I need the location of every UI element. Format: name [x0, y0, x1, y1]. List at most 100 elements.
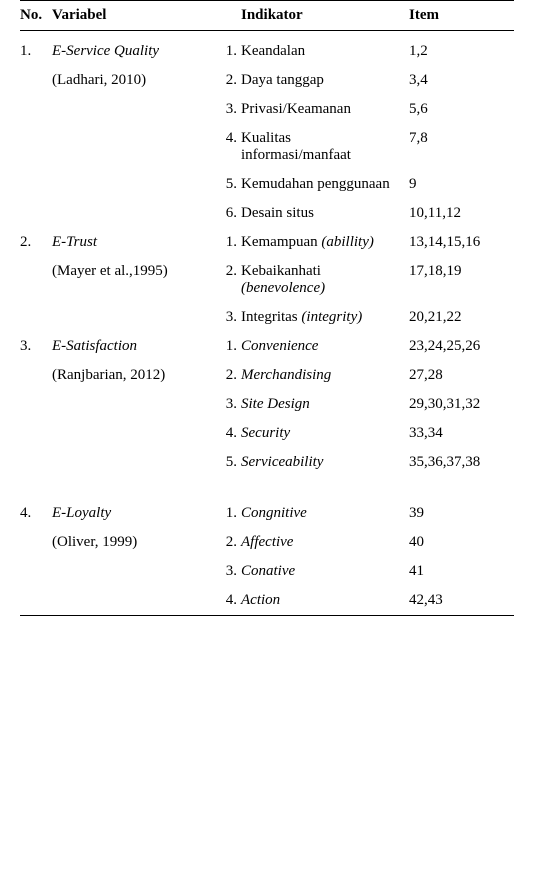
table-header-row: No. Variabel Indikator Item [20, 1, 514, 31]
indicator-text: Security [241, 419, 409, 448]
indicator-num: 5. [215, 448, 241, 477]
cell-item: 13,14,15,16 [409, 228, 514, 257]
indicator-text: Keandalan [241, 31, 409, 67]
variable-source: (Ladhari, 2010) [52, 66, 215, 95]
cell-item: 40 [409, 528, 514, 557]
cell-item: 23,24,25,26 [409, 332, 514, 361]
indicator-num: 1. [215, 332, 241, 361]
indicator-it: (benevolence) [241, 280, 325, 296]
cell-no: 4. [20, 499, 52, 528]
indicator-num: 2. [215, 361, 241, 390]
variable-source: (Oliver, 1999) [52, 528, 215, 557]
cell-item: 27,28 [409, 361, 514, 390]
indicator-pre: Integritas [241, 309, 301, 325]
cell-no: 1. [20, 31, 52, 67]
table-row: (Mayer et al.,1995) 2. Kebaikanhati (ben… [20, 257, 514, 303]
table-row: 1. E-Service Quality 1. Keandalan 1,2 [20, 31, 514, 67]
indicator-num: 2. [215, 66, 241, 95]
indicator-text: Kemampuan (abillity) [241, 228, 409, 257]
indicator-num: 3. [215, 95, 241, 124]
table-row: 5. Serviceability 35,36,37,38 [20, 448, 514, 477]
indicator-pre: Kemampuan [241, 234, 321, 250]
header-indikator: Indikator [241, 1, 409, 31]
indicator-text: Convenience [241, 332, 409, 361]
indicator-num: 6. [215, 199, 241, 228]
table-row: 2. E-Trust 1. Kemampuan (abillity) 13,14… [20, 228, 514, 257]
indicator-num: 3. [215, 557, 241, 586]
indicator-num: 1. [215, 499, 241, 528]
cell-item: 1,2 [409, 31, 514, 67]
table-row: 4. Kualitas informasi/manfaat 7,8 [20, 124, 514, 170]
variable-name: E-Service Quality [52, 43, 159, 59]
indicator-it: (abillity) [321, 234, 374, 250]
header-spacer [215, 1, 241, 31]
indicator-num: 3. [215, 390, 241, 419]
indicator-text: Action [241, 586, 409, 616]
cell-no: 3. [20, 332, 52, 361]
indicator-num: 2. [215, 528, 241, 557]
cell-item: 10,11,12 [409, 199, 514, 228]
cell-variable: E-Satisfaction [52, 332, 215, 361]
cell-item: 20,21,22 [409, 303, 514, 332]
table-row: 3. Privasi/Keamanan 5,6 [20, 95, 514, 124]
table-row: 4. E-Loyalty 1. Congnitive 39 [20, 499, 514, 528]
variable-source: (Mayer et al.,1995) [52, 257, 215, 303]
indicator-num: 4. [215, 124, 241, 170]
header-no: No. [20, 1, 52, 31]
indicator-num: 1. [215, 31, 241, 67]
cell-item: 33,34 [409, 419, 514, 448]
cell-item: 41 [409, 557, 514, 586]
cell-variable: E-Loyalty [52, 499, 215, 528]
variable-source: (Ranjbarian, 2012) [52, 361, 215, 390]
indicator-text: Privasi/Keamanan [241, 95, 409, 124]
indicator-text: Site Design [241, 390, 409, 419]
variable-name: E-Loyalty [52, 505, 111, 521]
table-row: 3. Conative 41 [20, 557, 514, 586]
spacer-row [20, 477, 514, 499]
table-row: 3. Integritas (integrity) 20,21,22 [20, 303, 514, 332]
variable-name: E-Satisfaction [52, 338, 137, 354]
indicator-text: Integritas (integrity) [241, 303, 409, 332]
indicator-num: 5. [215, 170, 241, 199]
indicator-text: Affective [241, 528, 409, 557]
variable-table: No. Variabel Indikator Item 1. E-Service… [20, 0, 514, 616]
indicator-num: 3. [215, 303, 241, 332]
table-row: 6. Desain situs 10,11,12 [20, 199, 514, 228]
indicator-text: Kebaikanhati (benevolence) [241, 257, 409, 303]
cell-item: 29,30,31,32 [409, 390, 514, 419]
cell-item: 17,18,19 [409, 257, 514, 303]
indicator-text: Daya tanggap [241, 66, 409, 95]
page: No. Variabel Indikator Item 1. E-Service… [0, 0, 534, 885]
indicator-text: Conative [241, 557, 409, 586]
indicator-text: Kemudahan penggunaan [241, 170, 409, 199]
table-row: (Ladhari, 2010) 2. Daya tanggap 3,4 [20, 66, 514, 95]
table-row: 4. Action 42,43 [20, 586, 514, 616]
indicator-it: (integrity) [301, 309, 362, 325]
table-row: (Oliver, 1999) 2. Affective 40 [20, 528, 514, 557]
indicator-text: Congnitive [241, 499, 409, 528]
cell-item: 7,8 [409, 124, 514, 170]
cell-item: 39 [409, 499, 514, 528]
indicator-text: Desain situs [241, 199, 409, 228]
cell-variable: E-Service Quality [52, 31, 215, 67]
cell-item: 35,36,37,38 [409, 448, 514, 477]
cell-item: 42,43 [409, 586, 514, 616]
indicator-num: 4. [215, 419, 241, 448]
cell-variable: E-Trust [52, 228, 215, 257]
cell-item: 3,4 [409, 66, 514, 95]
indicator-num: 1. [215, 228, 241, 257]
cell-item: 9 [409, 170, 514, 199]
header-variabel: Variabel [52, 1, 215, 31]
table-row: 3. E-Satisfaction 1. Convenience 23,24,2… [20, 332, 514, 361]
table-row: (Ranjbarian, 2012) 2. Merchandising 27,2… [20, 361, 514, 390]
indicator-text: Serviceability [241, 448, 409, 477]
indicator-text: Kualitas informasi/manfaat [241, 124, 409, 170]
indicator-num: 4. [215, 586, 241, 616]
table-row: 5. Kemudahan penggunaan 9 [20, 170, 514, 199]
indicator-num: 2. [215, 257, 241, 303]
table-row: 3. Site Design 29,30,31,32 [20, 390, 514, 419]
cell-item: 5,6 [409, 95, 514, 124]
header-item: Item [409, 1, 514, 31]
indicator-text: Merchandising [241, 361, 409, 390]
variable-name: E-Trust [52, 234, 97, 250]
